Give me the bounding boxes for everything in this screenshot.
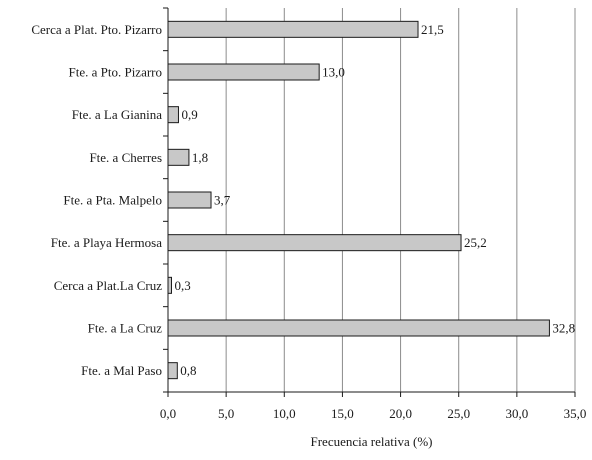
x-tick-label-7: 35,0 [564,406,587,421]
category-label-5: Fte. a Playa Hermosa [51,235,162,250]
data-label-2: 0,9 [181,107,197,122]
labels: 0,0 5,0 10,0 15,0 20,0 25,0 30,0 35,0 Cerca a Pl… [31,22,586,421]
data-label-8: 0,8 [180,363,196,378]
category-label-1: Fte. a Pto. Pizarro [68,65,162,80]
x-tick-label-3: 15,0 [331,406,354,421]
bar-3 [167,148,190,166]
x-tick-label-4: 20,0 [389,406,412,421]
bar-6 [167,276,172,294]
x-tick-label-0: 0,0 [160,406,176,421]
data-label-6: 0,3 [174,278,190,293]
bar-8 [167,362,178,380]
x-tick-label-6: 30,0 [505,406,528,421]
x-tick-label-2: 10,0 [273,406,296,421]
bar-5 [167,234,462,252]
category-label-2: Fte. a La Gianina [72,107,162,122]
bar-7 [167,319,550,337]
x-tick-label-1: 5,0 [218,406,234,421]
category-label-6: Cerca a Plat.La Cruz [54,278,163,293]
category-label-4: Fte. a Pta. Malpelo [63,193,162,208]
category-label-3: Fte. a Cherres [89,150,162,165]
category-label-0: Cerca a Plat. Pto. Pizarro [31,22,162,37]
data-label-4: 3,7 [214,193,231,208]
x-axis-title: Frecuencia relativa (%) [311,434,433,449]
category-label-7: Fte. a La Cruz [88,321,163,336]
bar-1 [167,63,320,81]
data-label-7: 32,8 [552,321,575,336]
bar-0 [167,20,419,38]
data-label-0: 21,5 [421,22,444,37]
category-label-8: Fte. a Mal Paso [81,363,162,378]
data-label-3: 1,8 [192,150,208,165]
bars [167,20,550,380]
bar-2 [167,106,179,124]
data-label-5: 25,2 [464,235,487,250]
x-tick-label-5: 25,0 [447,406,470,421]
data-label-1: 13,0 [322,65,345,80]
bar-4 [167,191,212,209]
axes [163,7,576,397]
